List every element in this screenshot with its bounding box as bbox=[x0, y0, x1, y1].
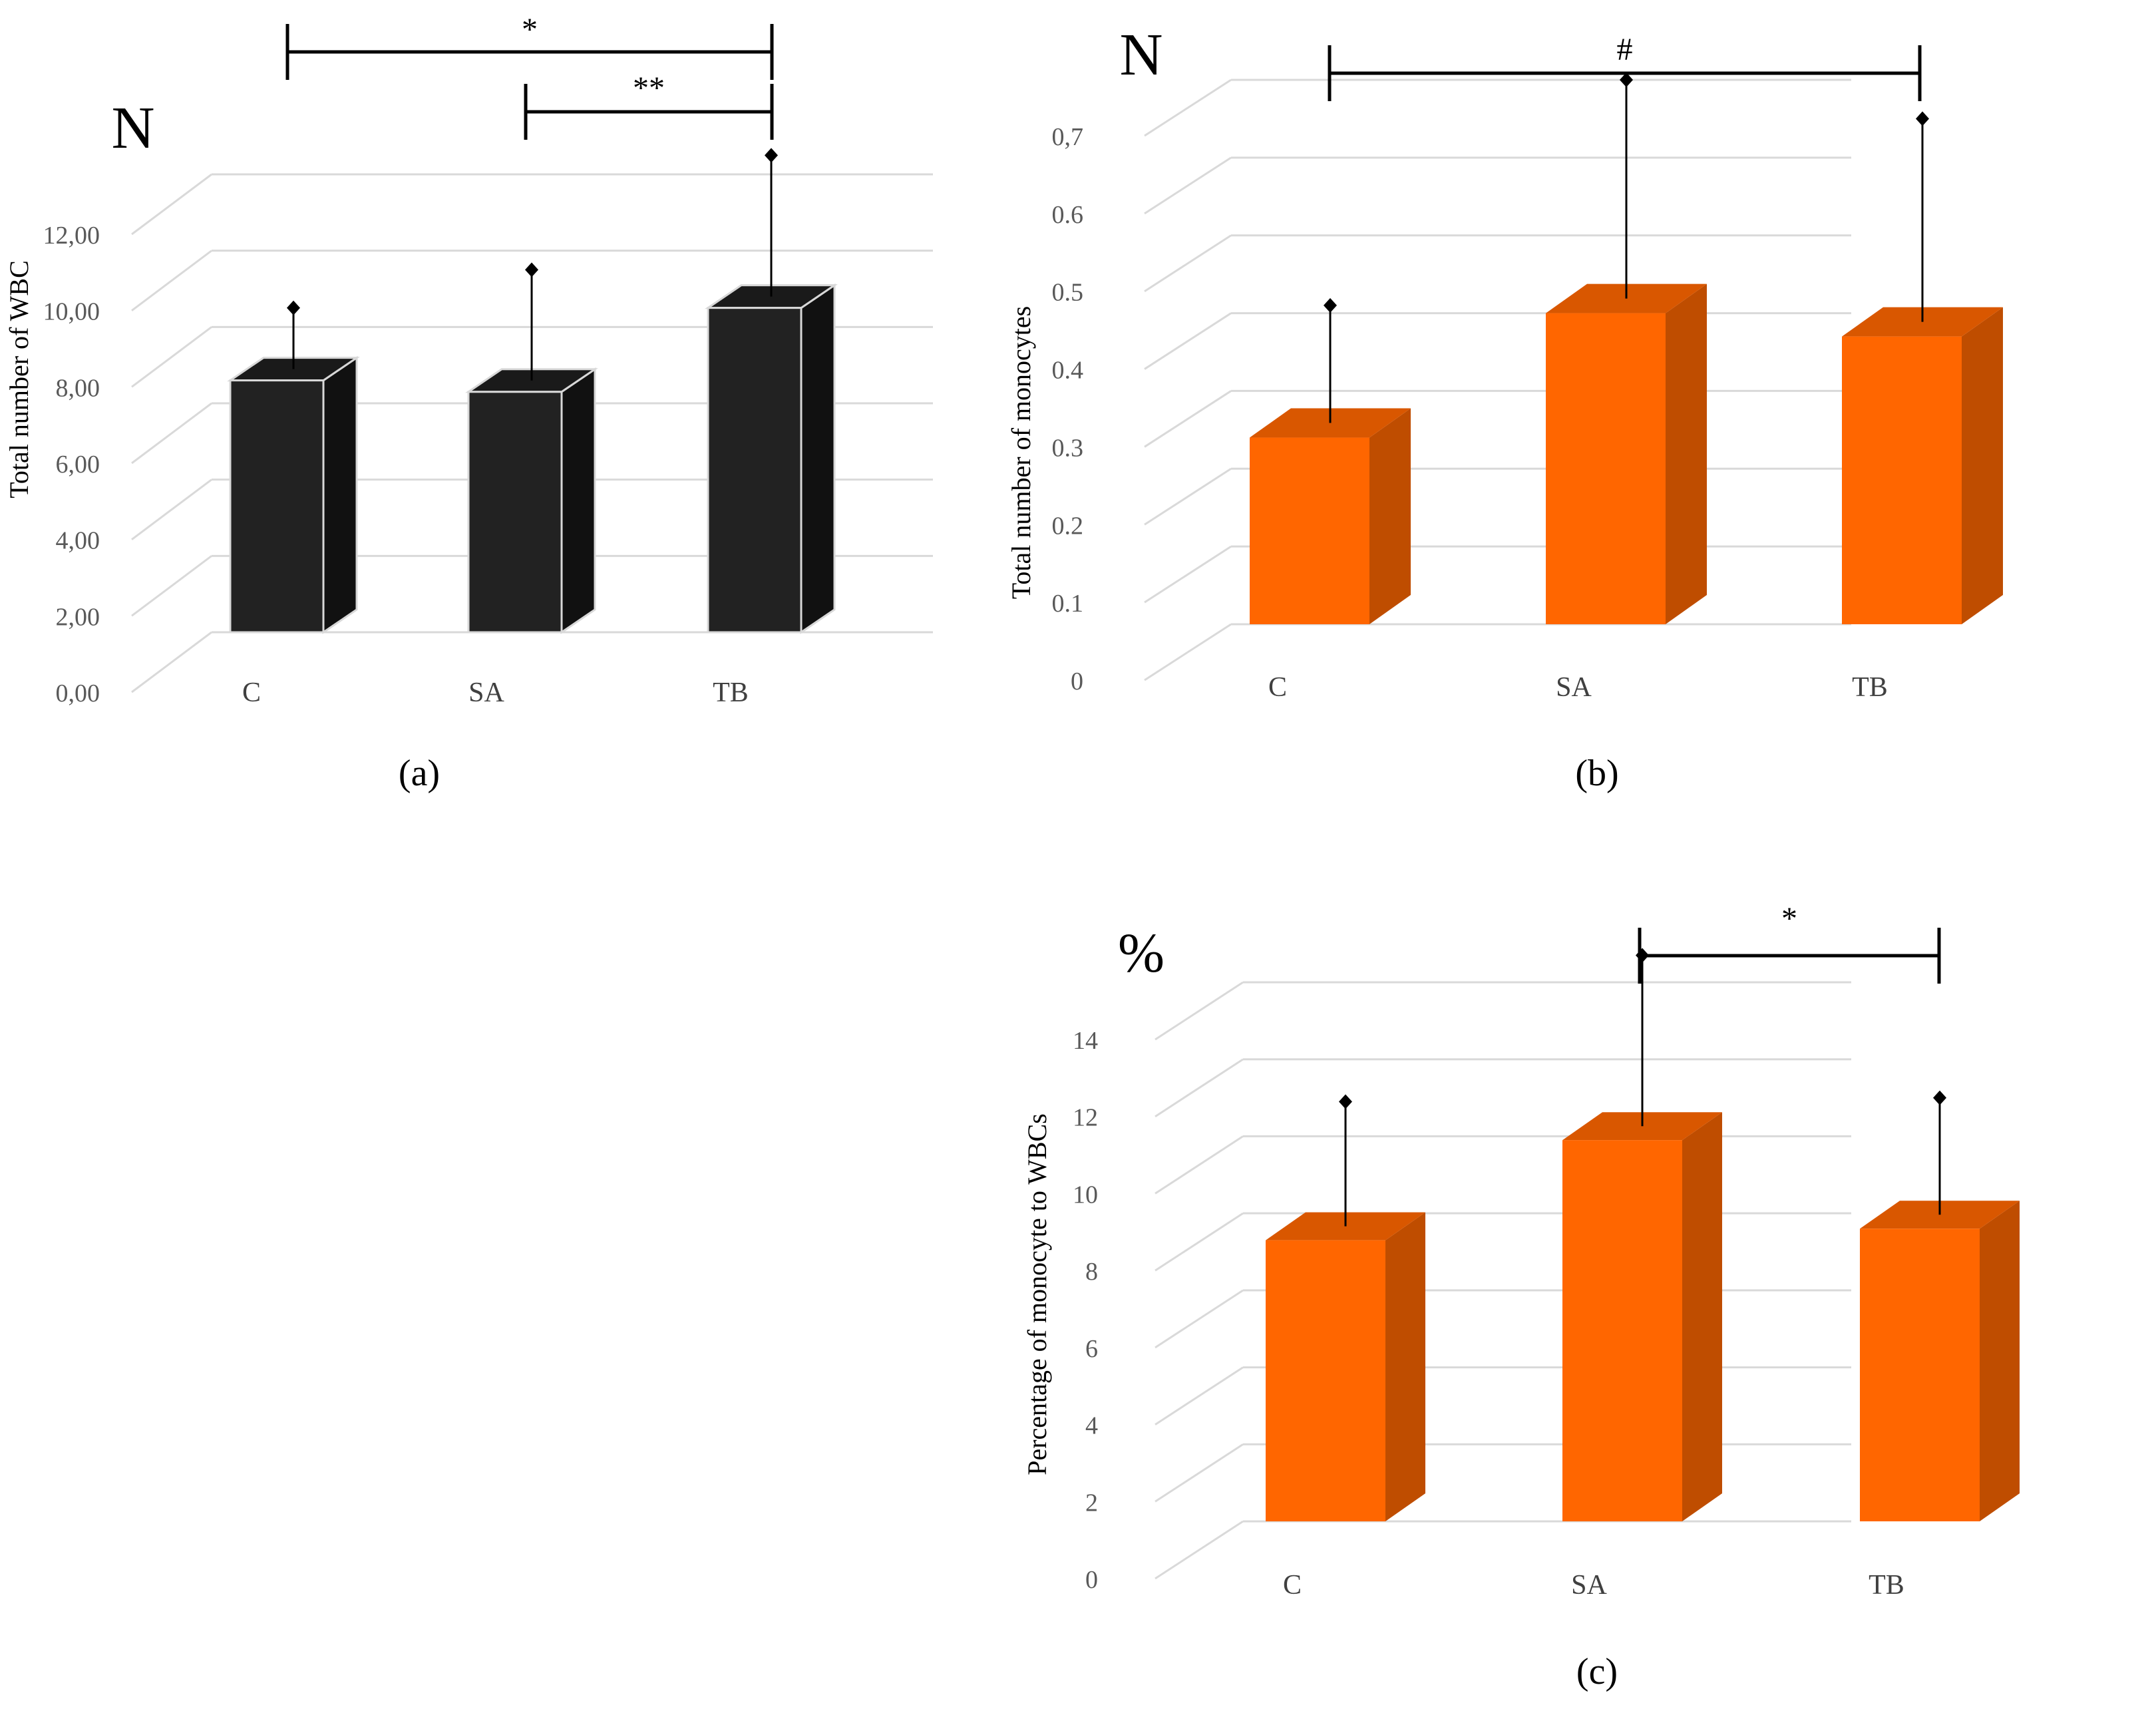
bar bbox=[1266, 1240, 1385, 1521]
bar bbox=[707, 307, 803, 634]
bar-side bbox=[560, 367, 596, 634]
x-category-label: SA bbox=[1556, 672, 1592, 703]
significance-label: ** bbox=[633, 71, 665, 106]
y-tick-label: 4,00 bbox=[56, 527, 100, 555]
y-tick-label: 6,00 bbox=[56, 451, 100, 478]
bar bbox=[1842, 336, 1962, 624]
significance-label: # bbox=[1617, 32, 1633, 67]
x-category-label: C bbox=[1268, 672, 1287, 703]
bar bbox=[1546, 313, 1666, 624]
y-tick-label: 0.4 bbox=[1052, 357, 1084, 385]
grid-line bbox=[1155, 1366, 1244, 1426]
grid-line bbox=[1144, 312, 1232, 370]
error-cap-marker bbox=[525, 262, 538, 278]
y-tick-label: 10,00 bbox=[43, 298, 100, 326]
y-tick-label: 0 bbox=[1085, 1566, 1098, 1594]
grid-line bbox=[1155, 1289, 1244, 1349]
error-cap-marker bbox=[1916, 111, 1929, 126]
grid-line bbox=[131, 250, 212, 311]
y-axis-label: Total number of WBC bbox=[4, 260, 34, 498]
y-tick-label: 0 bbox=[1071, 667, 1083, 695]
y-tick-label: 0,00 bbox=[56, 679, 100, 707]
bar-side bbox=[800, 283, 836, 634]
grid-line bbox=[1155, 1058, 1244, 1117]
x-category-label: TB bbox=[1852, 672, 1888, 703]
grid-line bbox=[1155, 981, 1244, 1041]
y-tick-label: 2,00 bbox=[56, 603, 100, 631]
y-tick-label: 14 bbox=[1073, 1027, 1098, 1055]
bar-side bbox=[322, 355, 358, 634]
significance-label: * bbox=[522, 12, 538, 47]
grid-line bbox=[1144, 545, 1232, 604]
bar-side bbox=[1385, 1212, 1425, 1521]
y-axis-label: Percentage of monocyte to WBCs bbox=[1022, 1113, 1052, 1475]
error-cap-marker bbox=[287, 300, 300, 315]
grid-line bbox=[1155, 1135, 1244, 1195]
grid-line bbox=[131, 631, 212, 693]
grid-line bbox=[1144, 390, 1232, 448]
y-tick-label: 0.5 bbox=[1052, 279, 1084, 307]
panel-b: 0 0.1 0.2 0.3 0.4 0.5 0.6 0,7 Total number of mo… bbox=[1006, 22, 2003, 794]
grid-line bbox=[131, 555, 212, 617]
x-category-label: C bbox=[242, 677, 261, 708]
panel-a: 0,00 2,00 4,00 6,00 8,00 10,00 12,00 Total numb… bbox=[4, 12, 933, 794]
grid-line bbox=[1155, 1520, 1244, 1580]
y-tick-label: 8 bbox=[1085, 1258, 1098, 1286]
grid-line bbox=[1155, 1212, 1244, 1272]
unit-label: % bbox=[1118, 922, 1165, 984]
y-tick-label: 2 bbox=[1085, 1489, 1098, 1517]
bar bbox=[1860, 1229, 1980, 1521]
grid-line bbox=[1155, 1443, 1244, 1503]
y-tick-label: 4 bbox=[1085, 1412, 1098, 1440]
grid-line bbox=[1144, 156, 1232, 215]
y-tick-label: 0.3 bbox=[1052, 434, 1084, 462]
y-tick-label: 0.6 bbox=[1052, 201, 1084, 229]
bar-side bbox=[1666, 284, 1707, 624]
grid-line bbox=[1144, 623, 1232, 681]
x-category-label: TB bbox=[713, 677, 749, 708]
y-tick-label: 0.2 bbox=[1052, 512, 1084, 540]
error-cap-marker bbox=[765, 148, 778, 163]
y-tick-label: 6 bbox=[1085, 1335, 1098, 1363]
grid-line bbox=[131, 402, 212, 465]
unit-label: N bbox=[1120, 22, 1163, 88]
error-cap-marker bbox=[1324, 297, 1337, 313]
grid-line bbox=[131, 478, 212, 540]
error-cap-marker bbox=[1339, 1094, 1352, 1109]
grid-line bbox=[1144, 234, 1232, 292]
bar bbox=[1250, 437, 1369, 624]
x-category-label: SA bbox=[468, 677, 504, 708]
grid-line bbox=[131, 326, 212, 388]
panel-label: (a) bbox=[399, 753, 440, 794]
bar bbox=[467, 391, 563, 634]
error-cap-marker bbox=[1933, 1090, 1946, 1105]
bar-side bbox=[1962, 307, 2003, 624]
y-tick-label: 12,00 bbox=[43, 222, 100, 250]
bar-side bbox=[1980, 1201, 2020, 1521]
bar-side bbox=[1682, 1112, 1722, 1521]
x-category-label: TB bbox=[1869, 1570, 1904, 1601]
panel-label: (b) bbox=[1575, 753, 1618, 794]
bar bbox=[229, 379, 325, 634]
y-tick-label: 8,00 bbox=[56, 374, 100, 402]
y-tick-label: 12 bbox=[1073, 1104, 1098, 1132]
grid-line bbox=[1144, 468, 1232, 526]
bar bbox=[1562, 1140, 1682, 1521]
x-category-label: SA bbox=[1571, 1570, 1607, 1601]
grid-line bbox=[131, 173, 212, 236]
unit-label: N bbox=[112, 95, 155, 161]
panel-c: 0 2 4 6 8 10 12 14 Percentage of monocyte to WBC… bbox=[1022, 901, 2020, 1692]
y-tick-label: 0,7 bbox=[1052, 123, 1084, 151]
panel-label: (c) bbox=[1576, 1651, 1618, 1692]
y-tick-label: 0.1 bbox=[1052, 590, 1084, 618]
y-tick-label: 10 bbox=[1073, 1181, 1098, 1209]
error-cap-marker bbox=[1620, 73, 1633, 87]
y-axis-label: Total number of monocytes bbox=[1006, 306, 1036, 599]
bar-side bbox=[1369, 408, 1411, 624]
grid-line bbox=[1144, 79, 1232, 137]
significance-label: * bbox=[1781, 901, 1797, 936]
x-category-label: C bbox=[1283, 1570, 1302, 1601]
